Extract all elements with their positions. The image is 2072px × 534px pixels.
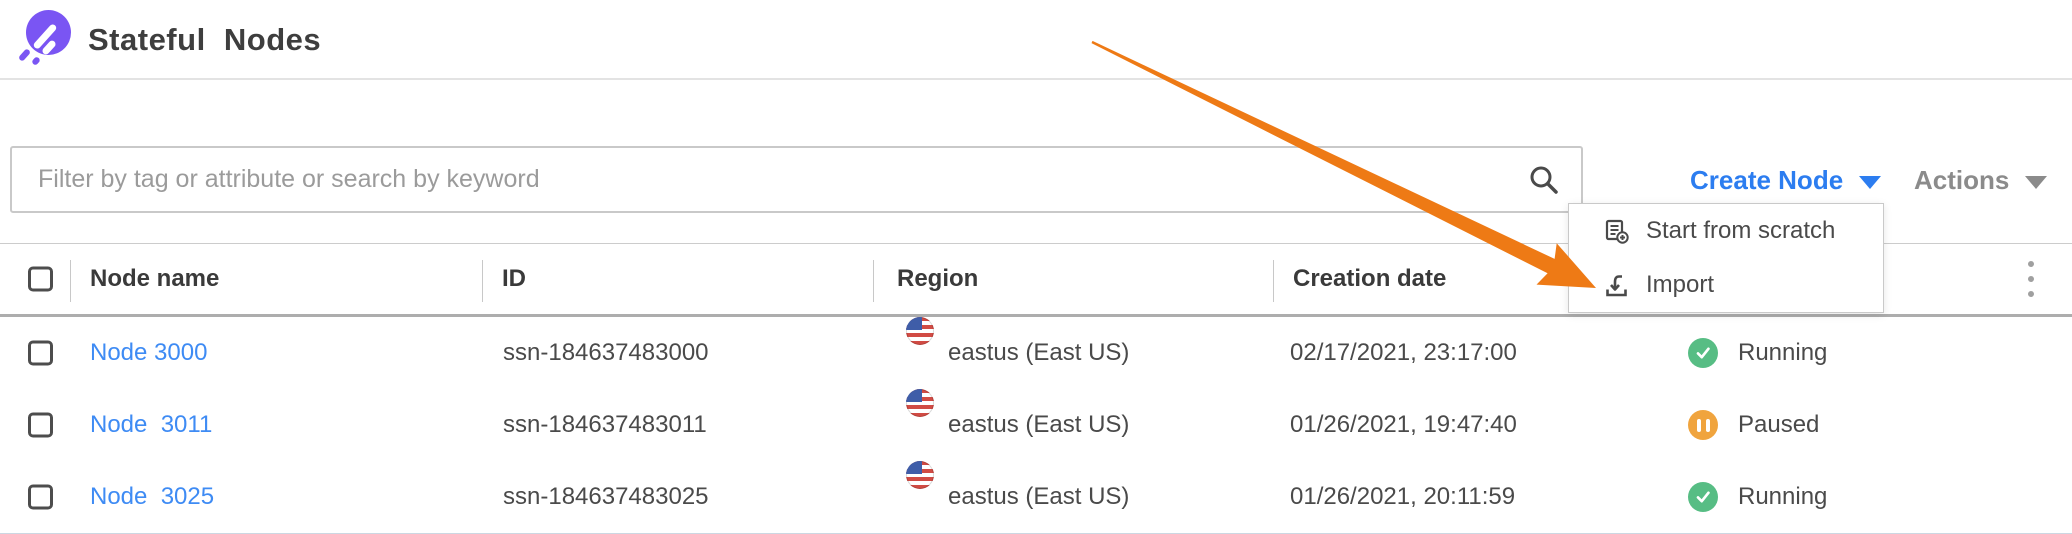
column-divider <box>482 260 483 302</box>
region-value: eastus (East US) <box>948 339 1130 366</box>
top-header-bar: Stateful Nodes <box>0 0 2072 80</box>
search-icon[interactable] <box>1527 163 1561 197</box>
status-label: Paused <box>1738 411 1820 438</box>
column-divider <box>70 260 71 302</box>
create-node-label: Create Node <box>1690 164 1844 195</box>
status-label: Running <box>1738 483 1828 510</box>
node-id: ssn-184637483000 <box>503 339 709 366</box>
us-flag-icon <box>906 389 934 417</box>
node-name-link[interactable]: Node 3011 <box>90 411 213 438</box>
menu-item-import[interactable]: Import <box>1569 258 1883 312</box>
column-header-id: ID <box>502 265 526 292</box>
menu-item-start-from-scratch[interactable]: Start from scratch <box>1569 204 1883 258</box>
app-logo-icon <box>17 8 72 66</box>
column-header-node-name: Node name <box>90 265 220 292</box>
search-input[interactable] <box>12 148 1581 211</box>
creation-date-value: 01/26/2021, 19:47:40 <box>1290 411 1517 438</box>
region-value: eastus (East US) <box>948 483 1130 510</box>
column-divider <box>873 260 874 302</box>
table-row: Node 3011 ssn-184637483011 eastus (East … <box>0 389 2072 462</box>
page-title: Stateful Nodes <box>88 22 322 57</box>
region-value: eastus (East US) <box>948 411 1130 438</box>
column-divider <box>1273 260 1274 302</box>
node-id: ssn-184637483025 <box>503 483 709 510</box>
document-plus-icon <box>1605 219 1629 244</box>
node-name-link[interactable]: Node 3000 <box>90 339 208 366</box>
chevron-down-icon <box>2025 175 2048 189</box>
column-header-creation-date: Creation date <box>1293 265 1447 292</box>
import-icon <box>1606 274 1627 296</box>
actions-label: Actions <box>1914 164 2010 195</box>
status-label: Running <box>1738 339 1828 366</box>
creation-date-value: 01/26/2021, 20:11:59 <box>1290 483 1516 510</box>
status-icon <box>1688 482 1718 512</box>
creation-date-value: 02/17/2021, 23:17:00 <box>1290 339 1517 366</box>
us-flag-icon <box>906 461 934 489</box>
table-row: Node 3000 ssn-184637483000 eastus (East … <box>0 317 2072 390</box>
filter-search-box <box>10 146 1583 213</box>
column-options-kebab-icon[interactable] <box>2022 257 2040 301</box>
node-name-link[interactable]: Node 3025 <box>90 483 215 510</box>
menu-item-label: Import <box>1646 271 1715 298</box>
table-row: Node 3025 ssn-184637483025 eastus (East … <box>0 461 2072 534</box>
row-checkbox[interactable] <box>28 412 53 438</box>
select-all-checkbox[interactable] <box>28 266 53 292</box>
create-node-button[interactable]: Create Node <box>1690 160 1882 200</box>
chevron-down-icon <box>1859 175 1882 189</box>
us-flag-icon <box>906 317 934 345</box>
row-checkbox[interactable] <box>28 484 53 510</box>
column-header-region: Region <box>897 265 979 292</box>
row-checkbox[interactable] <box>28 340 53 366</box>
create-node-dropdown-menu: Start from scratch Import <box>1568 203 1884 313</box>
status-icon <box>1688 338 1718 368</box>
actions-button[interactable]: Actions <box>1914 160 2048 200</box>
menu-item-label: Start from scratch <box>1646 217 1836 244</box>
status-icon <box>1688 410 1718 440</box>
node-id: ssn-184637483011 <box>503 411 707 438</box>
table-top-border <box>0 243 2072 244</box>
